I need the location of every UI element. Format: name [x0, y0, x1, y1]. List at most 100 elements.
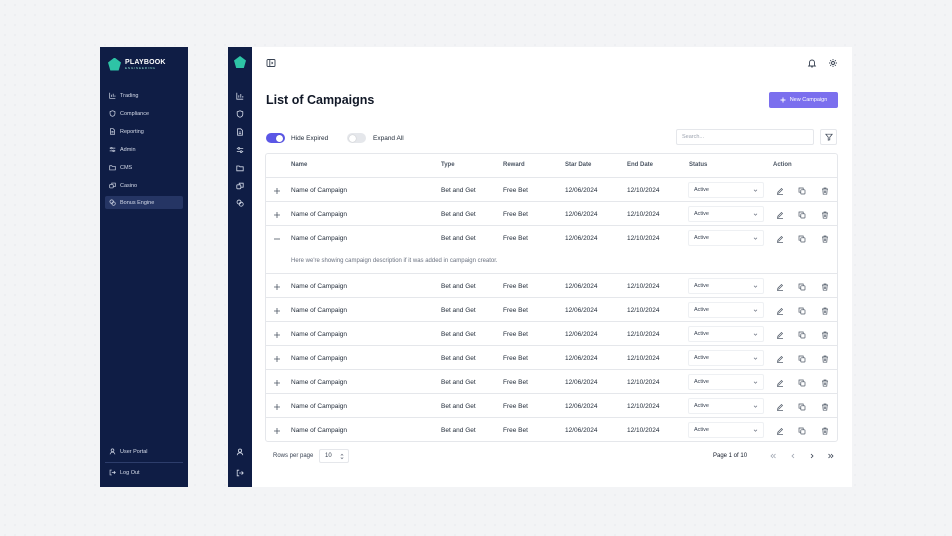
duplicate-icon[interactable]: [798, 187, 806, 195]
brand-logo[interactable]: PLAYBOOK ENGINEERING: [108, 56, 166, 72]
sidebar-item-admin[interactable]: Admin: [105, 143, 183, 156]
sidebar-item-user-portal[interactable]: User Portal: [105, 445, 183, 458]
edit-icon[interactable]: [776, 283, 784, 291]
logo-mark-icon[interactable]: [234, 56, 246, 68]
dice-icon[interactable]: [236, 182, 244, 190]
delete-icon[interactable]: [821, 427, 829, 435]
expand-icon[interactable]: [273, 403, 281, 411]
duplicate-icon[interactable]: [798, 283, 806, 291]
sidebar-item-compliance[interactable]: Compliance: [105, 107, 183, 120]
column-header-name[interactable]: Name: [291, 162, 308, 168]
table-row[interactable]: Name of Campaign Bet and Get Free Bet 12/06…: [266, 274, 837, 298]
prev-page-button[interactable]: [788, 451, 798, 461]
edit-icon[interactable]: [776, 427, 784, 435]
duplicate-icon[interactable]: [798, 235, 806, 243]
table-row[interactable]: Name of Campaign Bet and Get Free Bet 12/06…: [266, 322, 837, 346]
bell-icon[interactable]: [807, 58, 817, 68]
table-row[interactable]: Name of Campaign Bet and Get Free Bet 12/06…: [266, 370, 837, 394]
sidebar-item-logout[interactable]: Log Out: [105, 466, 183, 479]
edit-icon[interactable]: [776, 331, 784, 339]
expand-icon[interactable]: [273, 187, 281, 195]
sidebar-toggle-icon[interactable]: [266, 58, 276, 68]
column-header-type[interactable]: Type: [441, 162, 455, 168]
sidebar-item-reporting[interactable]: Reporting: [105, 125, 183, 138]
status-select[interactable]: Active: [688, 398, 764, 414]
sidebar-item-bonus-engine[interactable]: Bonus Engine: [105, 196, 183, 209]
duplicate-icon[interactable]: [798, 403, 806, 411]
document-icon[interactable]: [236, 128, 244, 136]
edit-icon[interactable]: [776, 379, 784, 387]
delete-icon[interactable]: [821, 211, 829, 219]
duplicate-icon[interactable]: [798, 355, 806, 363]
first-page-button[interactable]: [768, 451, 778, 461]
duplicate-icon[interactable]: [798, 379, 806, 387]
status-select[interactable]: Active: [688, 350, 764, 366]
duplicate-icon[interactable]: [798, 307, 806, 315]
user-icon[interactable]: [236, 448, 244, 456]
coins-icon[interactable]: [236, 199, 244, 207]
delete-icon[interactable]: [821, 379, 829, 387]
status-select[interactable]: Active: [688, 182, 764, 198]
column-header-status[interactable]: Status: [689, 162, 708, 168]
shield-icon[interactable]: [236, 110, 244, 118]
last-page-button[interactable]: [826, 451, 836, 461]
status-select[interactable]: Active: [688, 206, 764, 222]
sidebar-item-cms[interactable]: CMS: [105, 161, 183, 174]
delete-icon[interactable]: [821, 235, 829, 243]
expand-icon[interactable]: [273, 211, 281, 219]
rows-per-page-select[interactable]: 10: [319, 449, 349, 463]
status-select[interactable]: Active: [688, 278, 764, 294]
expand-icon[interactable]: [273, 283, 281, 291]
status-select[interactable]: Active: [688, 422, 764, 438]
search-input[interactable]: Search...: [676, 129, 814, 145]
column-header-reward[interactable]: Reward: [503, 162, 525, 168]
gear-icon[interactable]: [828, 58, 838, 68]
table-row[interactable]: Name of Campaign Bet and Get Free Bet 12/06…: [266, 418, 837, 442]
table-row[interactable]: Name of Campaign Bet and Get Free Bet 12/06…: [266, 178, 837, 202]
hide-expired-toggle[interactable]: [266, 133, 285, 143]
delete-icon[interactable]: [821, 355, 829, 363]
expand-icon[interactable]: [273, 427, 281, 435]
duplicate-icon[interactable]: [798, 331, 806, 339]
delete-icon[interactable]: [821, 187, 829, 195]
status-select[interactable]: Active: [688, 374, 764, 390]
delete-icon[interactable]: [821, 307, 829, 315]
table-row-expanded[interactable]: Name of Campaign Bet and Get Free Bet 12/06…: [266, 226, 837, 274]
edit-icon[interactable]: [776, 211, 784, 219]
expand-icon[interactable]: [273, 307, 281, 315]
edit-icon[interactable]: [776, 235, 784, 243]
duplicate-icon[interactable]: [798, 427, 806, 435]
table-row[interactable]: Name of Campaign Bet and Get Free Bet 12/06…: [266, 346, 837, 370]
column-header-start-date[interactable]: Star Date: [565, 162, 592, 168]
filter-button[interactable]: [820, 129, 837, 145]
bar-chart-icon[interactable]: [236, 92, 244, 100]
delete-icon[interactable]: [821, 403, 829, 411]
next-page-button[interactable]: [807, 451, 817, 461]
delete-icon[interactable]: [821, 331, 829, 339]
new-campaign-button[interactable]: New Campaign: [769, 92, 838, 108]
collapse-icon[interactable]: [273, 235, 281, 243]
logout-icon[interactable]: [236, 469, 244, 477]
edit-icon[interactable]: [776, 187, 784, 195]
table-row[interactable]: Name of Campaign Bet and Get Free Bet 12/06…: [266, 394, 837, 418]
status-select[interactable]: Active: [688, 326, 764, 342]
expand-icon[interactable]: [273, 331, 281, 339]
table-row[interactable]: Name of Campaign Bet and Get Free Bet 12/06…: [266, 298, 837, 322]
edit-icon[interactable]: [776, 307, 784, 315]
delete-icon[interactable]: [821, 283, 829, 291]
status-select[interactable]: Active: [688, 302, 764, 318]
duplicate-icon[interactable]: [798, 211, 806, 219]
status-select[interactable]: Active: [688, 230, 764, 246]
column-header-end-date[interactable]: End Date: [627, 162, 654, 168]
folder-icon[interactable]: [236, 164, 244, 172]
expand-icon[interactable]: [273, 355, 281, 363]
cell-type: Bet and Get: [441, 379, 476, 386]
expand-all-toggle[interactable]: [347, 133, 366, 143]
edit-icon[interactable]: [776, 355, 784, 363]
sidebar-item-trading[interactable]: Trading: [105, 89, 183, 102]
edit-icon[interactable]: [776, 403, 784, 411]
sidebar-item-casino[interactable]: Casino: [105, 179, 183, 192]
table-row[interactable]: Name of Campaign Bet and Get Free Bet 12/06…: [266, 202, 837, 226]
expand-icon[interactable]: [273, 379, 281, 387]
sliders-icon[interactable]: [236, 146, 244, 154]
